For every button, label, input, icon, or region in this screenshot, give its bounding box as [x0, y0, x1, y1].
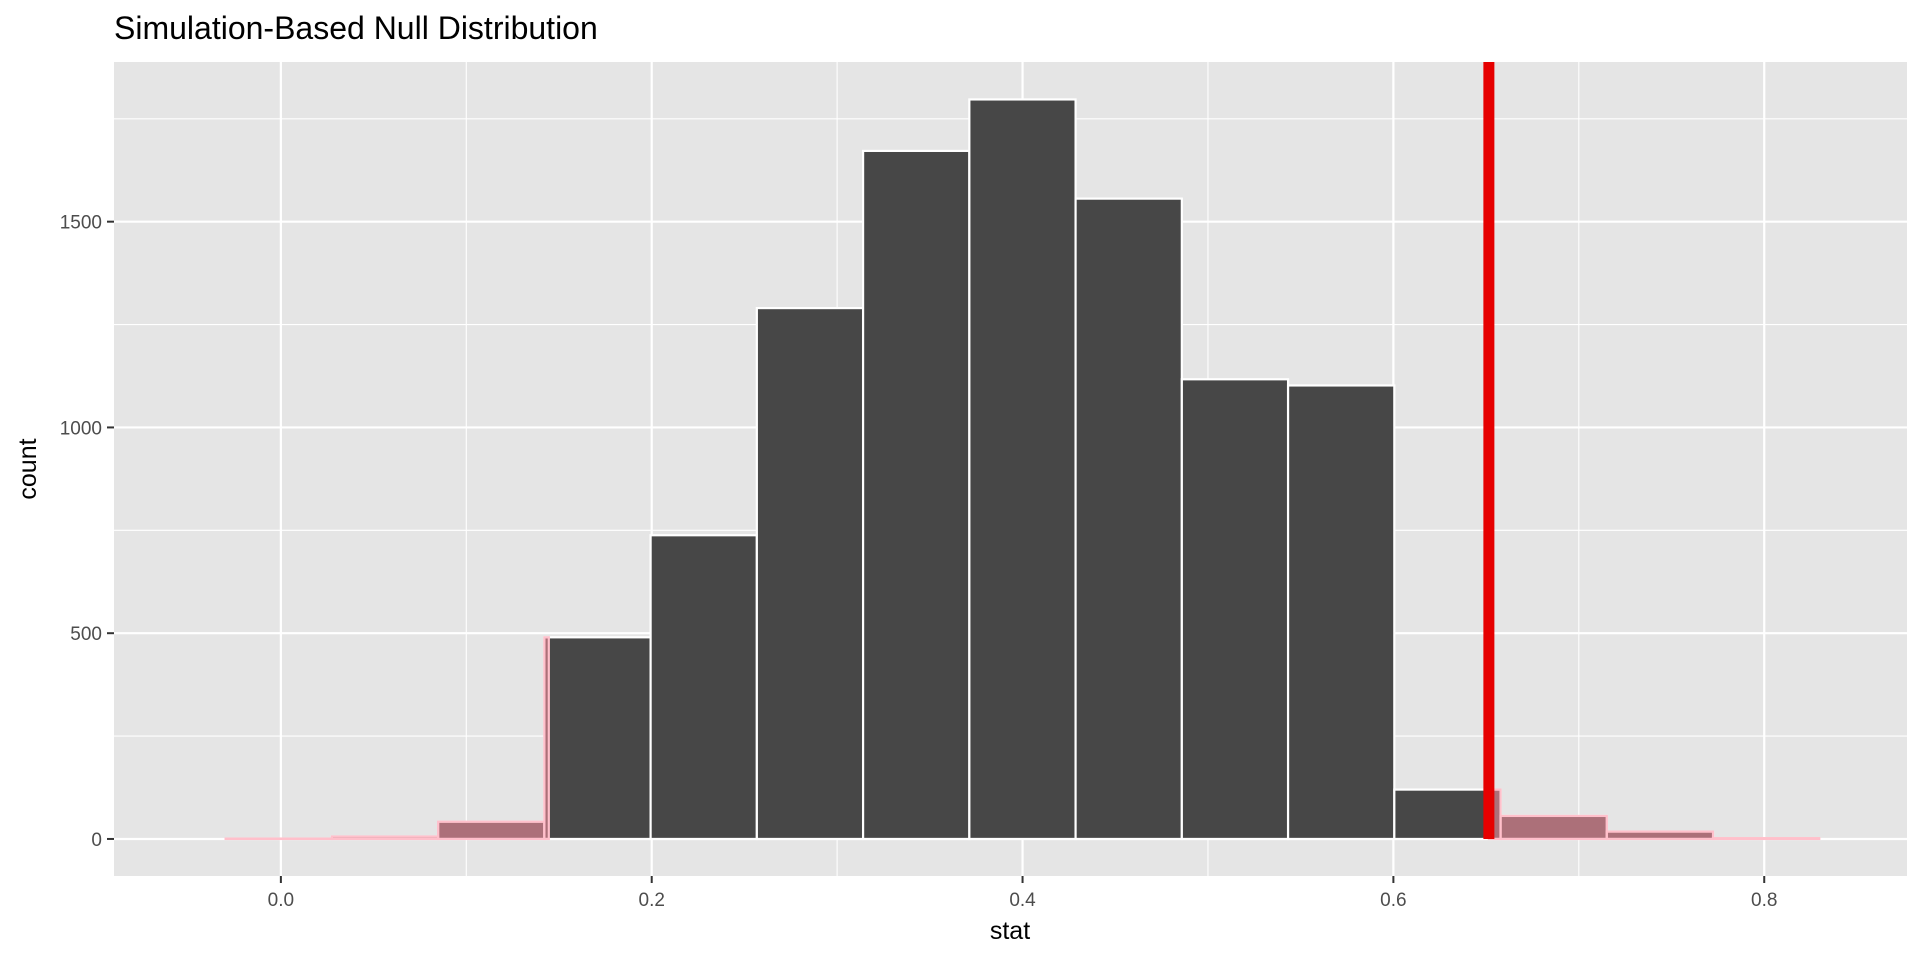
histogram-bar [649, 534, 758, 841]
x-tick-label: 0.8 [1751, 890, 1777, 911]
y-tick-label: 0 [91, 830, 102, 851]
y-tick-label: 1500 [60, 213, 102, 234]
y-tick-label: 1000 [60, 418, 102, 439]
chart-title: Simulation-Based Null Distribution [114, 10, 598, 46]
histogram-bar [968, 98, 1077, 841]
shaded-regions [224, 636, 1821, 841]
shaded-tail-bar [437, 820, 546, 841]
x-axis-title: stat [990, 917, 1030, 945]
histogram-bar [1074, 197, 1183, 841]
histogram-bar [861, 149, 971, 841]
x-tick-label: 0.6 [1380, 890, 1406, 911]
shaded-tail-bar [1605, 830, 1715, 841]
histogram-bars [224, 98, 1821, 841]
axis-ticks: 0.0 0.2 0.4 0.6 0.8 0 500 1000 1500 [60, 213, 1778, 911]
y-tick-label: 500 [70, 624, 102, 645]
histogram-bar [1180, 378, 1290, 841]
shaded-tail-bar [1711, 837, 1821, 841]
y-axis-title: count [14, 438, 42, 499]
shaded-tail-bar [543, 636, 550, 841]
histogram-bar [543, 636, 652, 841]
x-tick-label: 0.0 [268, 890, 294, 911]
histogram-bar [1393, 788, 1502, 841]
shaded-tail-bar [1499, 814, 1608, 841]
x-tick-label: 0.2 [639, 890, 665, 911]
shaded-tail-bar [330, 835, 440, 841]
x-tick-label: 0.4 [1009, 890, 1036, 911]
histogram-bar [755, 306, 865, 841]
histogram-bar [1286, 384, 1396, 841]
